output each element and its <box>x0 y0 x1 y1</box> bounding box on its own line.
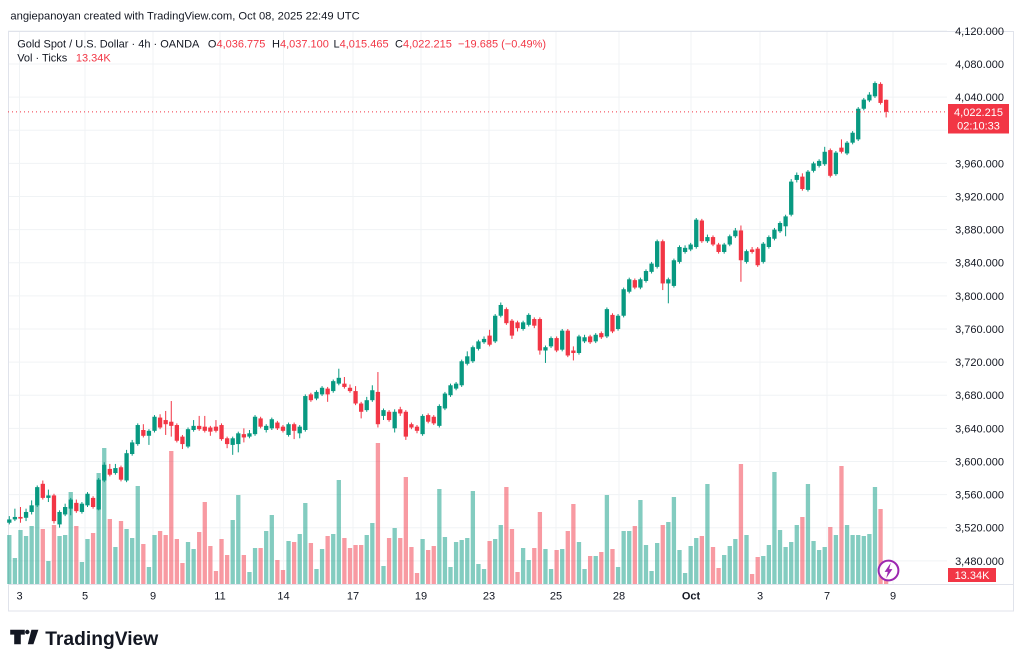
svg-text:3,800.000: 3,800.000 <box>955 291 1004 303</box>
svg-text:7: 7 <box>824 591 830 603</box>
svg-text:9: 9 <box>150 591 156 603</box>
svg-text:9: 9 <box>890 591 896 603</box>
svg-text:3,520.000: 3,520.000 <box>955 523 1004 535</box>
svg-text:3,880.000: 3,880.000 <box>955 225 1004 237</box>
svg-text:3: 3 <box>757 591 763 603</box>
svg-text:3,960.000: 3,960.000 <box>955 158 1004 170</box>
svg-text:02:10:33: 02:10:33 <box>957 121 1000 133</box>
svg-text:13.34K: 13.34K <box>955 570 991 582</box>
svg-text:3,480.000: 3,480.000 <box>955 556 1004 568</box>
svg-text:19: 19 <box>415 591 427 603</box>
svg-text:3,600.000: 3,600.000 <box>955 457 1004 469</box>
svg-text:11: 11 <box>214 591 225 603</box>
svg-text:3,920.000: 3,920.000 <box>955 192 1004 204</box>
svg-text:4,022.215: 4,022.215 <box>954 107 1003 119</box>
svg-text:−19.685 (−0.49%): −19.685 (−0.49%) <box>458 38 546 50</box>
svg-text:4,040.000: 4,040.000 <box>955 92 1004 104</box>
svg-text:3,640.000: 3,640.000 <box>955 423 1004 435</box>
svg-text:O4,036.775: O4,036.775 <box>208 38 266 50</box>
svg-text:3,840.000: 3,840.000 <box>955 258 1004 270</box>
svg-text:5: 5 <box>82 591 88 603</box>
svg-text:angiepanoyan created with Trad: angiepanoyan created with TradingView.co… <box>10 11 359 23</box>
svg-text:Vol · Ticks: Vol · Ticks <box>17 52 68 64</box>
svg-text:25: 25 <box>550 591 562 603</box>
svg-text:14: 14 <box>277 591 289 603</box>
svg-text:H4,037.100: H4,037.100 <box>272 38 329 50</box>
svg-text:L4,015.465: L4,015.465 <box>334 38 389 50</box>
svg-text:3,760.000: 3,760.000 <box>955 324 1004 336</box>
svg-text:13.34K: 13.34K <box>76 52 112 64</box>
svg-text:3,560.000: 3,560.000 <box>955 490 1004 502</box>
svg-text:4,120.000: 4,120.000 <box>955 26 1004 38</box>
svg-text:Oct: Oct <box>682 591 701 603</box>
svg-text:TradingView: TradingView <box>45 629 159 650</box>
svg-text:C4,022.215: C4,022.215 <box>395 38 452 50</box>
svg-text:23: 23 <box>483 591 495 603</box>
svg-text:3,680.000: 3,680.000 <box>955 390 1004 402</box>
svg-text:4,080.000: 4,080.000 <box>955 59 1004 71</box>
svg-text:17: 17 <box>347 591 359 603</box>
svg-text:28: 28 <box>613 591 625 603</box>
svg-text:Gold Spot / U.S. Dollar · 4h ·: Gold Spot / U.S. Dollar · 4h · OANDA <box>17 38 200 50</box>
svg-text:3: 3 <box>16 591 22 603</box>
svg-text:3,720.000: 3,720.000 <box>955 357 1004 369</box>
